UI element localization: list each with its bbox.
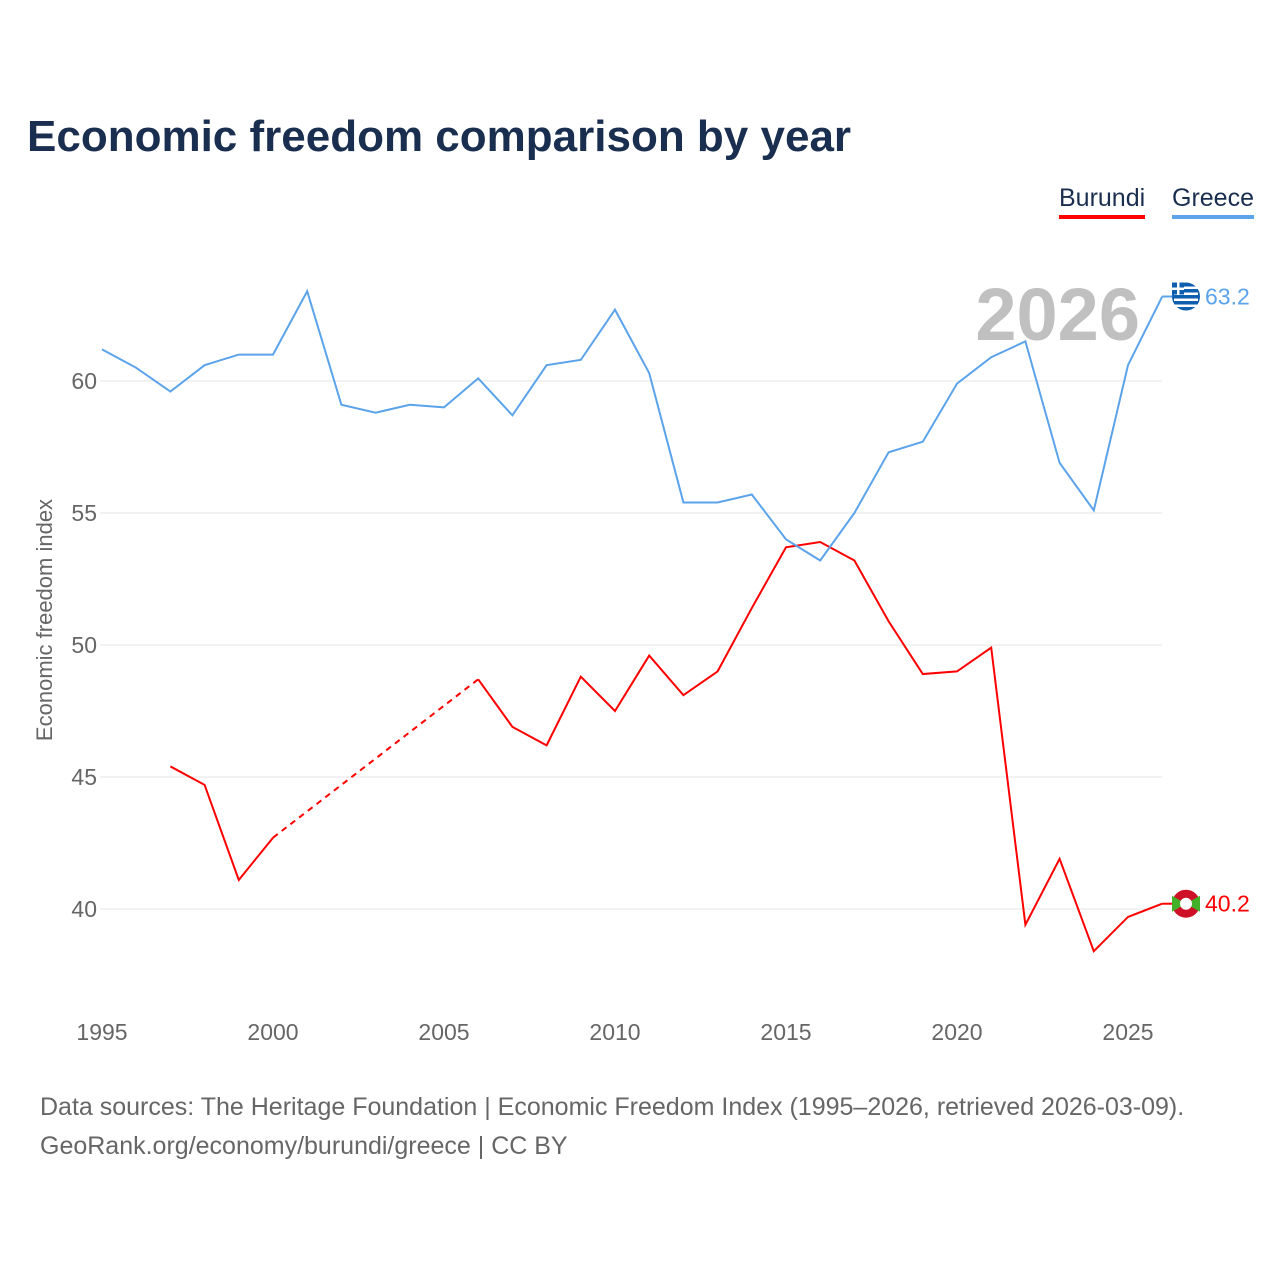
end-value-label: 63.2: [1205, 284, 1250, 310]
y-axis-label: Economic freedom index: [32, 499, 57, 741]
gap-line-burundi: [272, 678, 479, 839]
series-line-burundi: [477, 541, 1163, 954]
x-tick-label: 1995: [76, 1019, 127, 1045]
flag-stripe: [1174, 292, 1198, 296]
end-value-label: 40.2: [1205, 891, 1250, 917]
flag-stripe: [1174, 286, 1198, 290]
y-tick-label: 50: [71, 632, 97, 658]
source-line-1: Data sources: The Heritage Foundation | …: [40, 1093, 1185, 1121]
x-tick-label: 2005: [418, 1019, 469, 1045]
y-tick-label: 45: [71, 764, 97, 790]
flag-center: [1180, 897, 1192, 910]
chart-title: Economic freedom comparison by year: [27, 112, 852, 161]
y-tick-label: 40: [71, 896, 97, 922]
y-tick-label: 60: [71, 368, 97, 394]
legend-burundi[interactable]: Burundi: [1059, 184, 1146, 219]
x-tick-label: 2015: [760, 1019, 811, 1045]
y-tick-label: 55: [71, 500, 97, 526]
series-line-burundi: [169, 765, 274, 882]
x-tick-label: 2010: [589, 1019, 640, 1045]
year-label: 2026: [975, 273, 1140, 356]
flag-stripe: [1174, 298, 1198, 302]
source-note: Data sources: The Heritage Foundation | …: [40, 1088, 1184, 1166]
series-line-greece: [101, 288, 1164, 562]
flag-stripe: [1174, 304, 1198, 308]
legend-greece[interactable]: Greece: [1172, 184, 1254, 219]
x-tick-label: 2000: [247, 1019, 298, 1045]
x-tick-label: 2020: [931, 1019, 982, 1045]
source-line-2[interactable]: GeoRank.org/economy/burundi/greece | CC …: [40, 1132, 568, 1160]
x-tick-label: 2025: [1102, 1019, 1153, 1045]
flag-cross: [1172, 287, 1184, 291]
